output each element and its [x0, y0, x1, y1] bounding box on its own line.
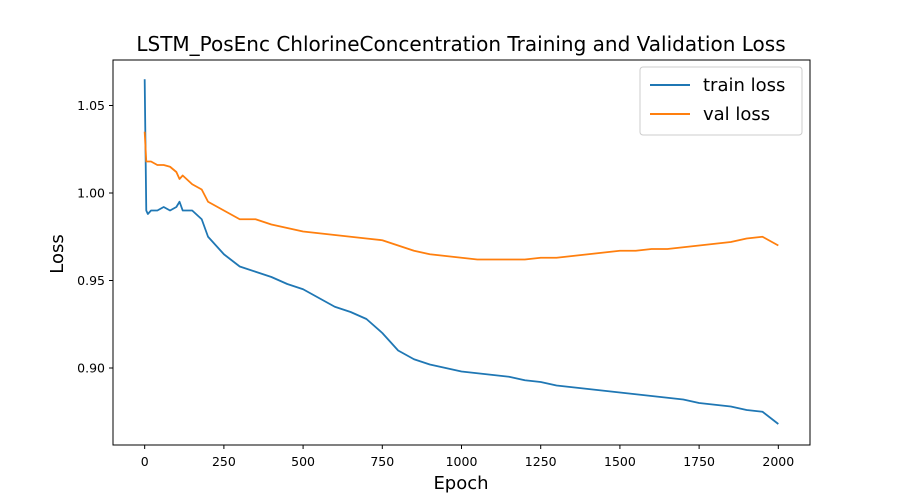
x-tick-label: 1000 — [446, 454, 478, 469]
x-axis-label: Epoch — [433, 473, 488, 494]
x-tick-label: 500 — [291, 454, 315, 469]
y-tick-label: 1.00 — [77, 186, 105, 201]
x-tick-label: 1500 — [604, 454, 636, 469]
chart-title: LSTM_PosEnc ChlorineConcentration Traini… — [136, 32, 785, 56]
val-loss-line — [143, 131, 779, 261]
y-tick-label: 0.90 — [77, 361, 105, 376]
legend: train loss val loss — [639, 66, 803, 136]
x-tick-label: 1250 — [525, 454, 557, 469]
x-tick-label: 0 — [141, 454, 149, 469]
y-tick-label: 1.05 — [77, 98, 105, 113]
y-axis-ticks: 0.90 0.95 1.00 1.05 — [77, 98, 113, 376]
x-tick-label: 750 — [370, 454, 394, 469]
plot-lines — [143, 79, 779, 425]
x-tick-label: 250 — [212, 454, 236, 469]
x-axis-ticks: 0 250 500 750 1000 1250 1500 1750 2000 — [141, 445, 794, 469]
x-tick-label: 1750 — [683, 454, 715, 469]
legend-label-train: train loss — [703, 75, 785, 96]
legend-label-val: val loss — [703, 104, 770, 125]
x-tick-label: 2000 — [762, 454, 794, 469]
train-loss-line — [143, 79, 779, 425]
y-axis-label: Loss — [47, 234, 68, 273]
y-tick-label: 0.95 — [77, 273, 105, 288]
